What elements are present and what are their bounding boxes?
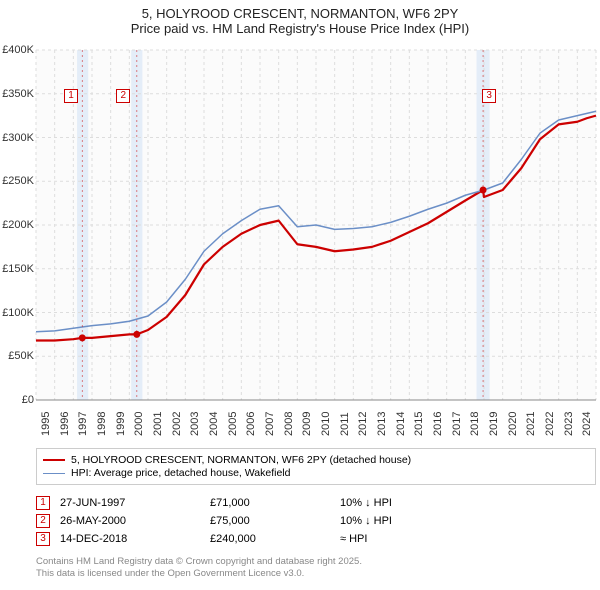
sale-row-price: £71,000 (210, 497, 330, 509)
y-tick-label: £250K (2, 175, 34, 187)
sale-row-date: 14-DEC-2018 (60, 533, 200, 545)
y-tick-label: £300K (2, 132, 34, 144)
sale-row-marker: 2 (36, 514, 50, 528)
sale-row: 2 26-MAY-2000 £75,000 10% ↓ HPI (36, 512, 596, 530)
x-tick-label: 2007 (264, 412, 276, 436)
x-tick-label: 2022 (544, 412, 556, 436)
x-tick-label: 2023 (563, 412, 575, 436)
x-tick-label: 2011 (339, 412, 351, 436)
x-tick-label: 1999 (115, 412, 127, 436)
x-tick-label: 2015 (413, 412, 425, 436)
sale-row-price: £240,000 (210, 533, 330, 545)
x-tick-label: 2006 (245, 412, 257, 436)
sale-row: 3 14-DEC-2018 £240,000 ≈ HPI (36, 530, 596, 548)
footer-line-1: Contains HM Land Registry data © Crown c… (36, 556, 362, 568)
y-tick-label: £0 (22, 394, 34, 406)
x-tick-label: 2019 (488, 412, 500, 436)
sales-table: 1 27-JUN-1997 £71,000 10% ↓ HPI 2 26-MAY-2000… (36, 494, 596, 548)
y-tick-label: £200K (2, 219, 34, 231)
y-tick-label: £50K (8, 350, 34, 362)
x-tick-label: 2017 (451, 412, 463, 436)
legend: 5, HOLYROOD CRESCENT, NORMANTON, WF6 2PY… (36, 448, 596, 485)
x-tick-label: 2021 (525, 412, 537, 436)
title-line-1: 5, HOLYROOD CRESCENT, NORMANTON, WF6 2PY (0, 6, 600, 21)
legend-swatch (43, 459, 65, 461)
x-tick-label: 2008 (283, 412, 295, 436)
x-tick-label: 2020 (507, 412, 519, 436)
x-tick-label: 2018 (469, 412, 481, 436)
sale-row-date: 27-JUN-1997 (60, 497, 200, 509)
x-tick-label: 2004 (208, 412, 220, 436)
sale-row-price: £75,000 (210, 515, 330, 527)
y-tick-label: £100K (2, 307, 34, 319)
sale-row-marker: 3 (36, 532, 50, 546)
x-tick-label: 2005 (227, 412, 239, 436)
chart-container: 5, HOLYROOD CRESCENT, NORMANTON, WF6 2PY… (0, 0, 600, 590)
x-tick-label: 2002 (171, 412, 183, 436)
x-tick-label: 2024 (581, 412, 593, 436)
sale-row-note: 10% ↓ HPI (340, 515, 490, 527)
x-tick-label: 1998 (96, 412, 108, 436)
footer: Contains HM Land Registry data © Crown c… (36, 556, 362, 580)
x-tick-label: 1996 (59, 412, 71, 436)
x-tick-label: 2009 (301, 412, 313, 436)
sale-row-marker: 1 (36, 496, 50, 510)
legend-swatch (43, 473, 65, 474)
y-tick-label: £350K (2, 88, 34, 100)
sale-row-note: ≈ HPI (340, 533, 490, 545)
title-block: 5, HOLYROOD CRESCENT, NORMANTON, WF6 2PY… (0, 0, 600, 36)
x-tick-label: 2014 (395, 412, 407, 436)
sale-marker-2: 2 (116, 89, 130, 103)
legend-item: 5, HOLYROOD CRESCENT, NORMANTON, WF6 2PY… (43, 454, 589, 466)
footer-line-2: This data is licensed under the Open Gov… (36, 568, 362, 580)
sale-row-note: 10% ↓ HPI (340, 497, 490, 509)
x-tick-label: 2013 (376, 412, 388, 436)
x-tick-label: 1997 (77, 412, 89, 436)
sale-marker-1: 1 (64, 89, 78, 103)
x-tick-label: 2000 (133, 412, 145, 436)
y-tick-label: £150K (2, 263, 34, 275)
legend-label: 5, HOLYROOD CRESCENT, NORMANTON, WF6 2PY… (71, 454, 411, 466)
x-tick-label: 2003 (189, 412, 201, 436)
y-tick-label: £400K (2, 44, 34, 56)
x-tick-label: 2010 (320, 412, 332, 436)
sale-row: 1 27-JUN-1997 £71,000 10% ↓ HPI (36, 494, 596, 512)
sale-row-date: 26-MAY-2000 (60, 515, 200, 527)
legend-label: HPI: Average price, detached house, Wake… (71, 467, 290, 479)
legend-item: HPI: Average price, detached house, Wake… (43, 467, 589, 479)
title-line-2: Price paid vs. HM Land Registry's House … (0, 21, 600, 36)
x-tick-label: 1995 (40, 412, 52, 436)
x-tick-label: 2016 (432, 412, 444, 436)
x-tick-label: 2001 (152, 412, 164, 436)
x-tick-label: 2012 (357, 412, 369, 436)
sale-marker-3: 3 (482, 89, 496, 103)
